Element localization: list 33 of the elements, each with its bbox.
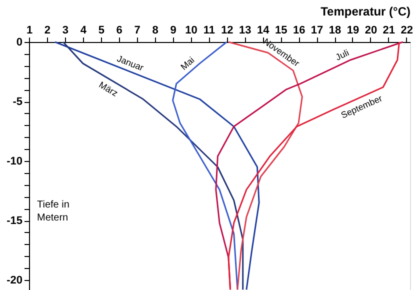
x-tick-label: 13 [239, 24, 252, 36]
x-axis-title: Temperatur (°C) [320, 4, 410, 18]
x-tick-label: 22 [400, 24, 414, 36]
x-tick-label: 3 [62, 24, 69, 36]
y-tick-label: -5 [12, 96, 22, 108]
x-tick-label: 16 [292, 24, 306, 36]
text: Mai [178, 54, 196, 72]
x-tick-label: 2 [44, 24, 51, 36]
x-tick-label: 7 [134, 24, 140, 36]
text: Juli [334, 48, 350, 62]
text: März [97, 80, 120, 99]
x-tick-label: 15 [274, 24, 288, 36]
x-tick-label: 20 [364, 24, 378, 36]
x-tick-label: 19 [346, 24, 360, 36]
x-tick-label: 4 [80, 24, 88, 36]
x-tick-label: 10 [185, 24, 198, 36]
x-tick-label: 9 [170, 24, 176, 36]
x-tick-label: 5 [98, 24, 104, 36]
x-tick-label: 11 [203, 24, 216, 36]
y-tick-label: -10 [6, 156, 22, 168]
x-tick-label: 6 [116, 24, 122, 36]
y-tick-label: -20 [6, 274, 22, 287]
x-tick-label: 18 [328, 24, 342, 36]
y-axis-title: Tiefe in Metern [37, 200, 70, 224]
x-tick-label: 17 [310, 24, 324, 36]
y-tick-label: 0 [16, 36, 22, 48]
x-tick-label: 21 [382, 24, 396, 36]
x-tick-label: 12 [221, 24, 234, 36]
x-tick-label: 1 [26, 24, 33, 36]
y-tick-label: -15 [6, 215, 22, 228]
x-tick-label: 8 [152, 24, 158, 36]
text: Januar [116, 53, 145, 73]
x-tick-label: 14 [257, 24, 270, 36]
